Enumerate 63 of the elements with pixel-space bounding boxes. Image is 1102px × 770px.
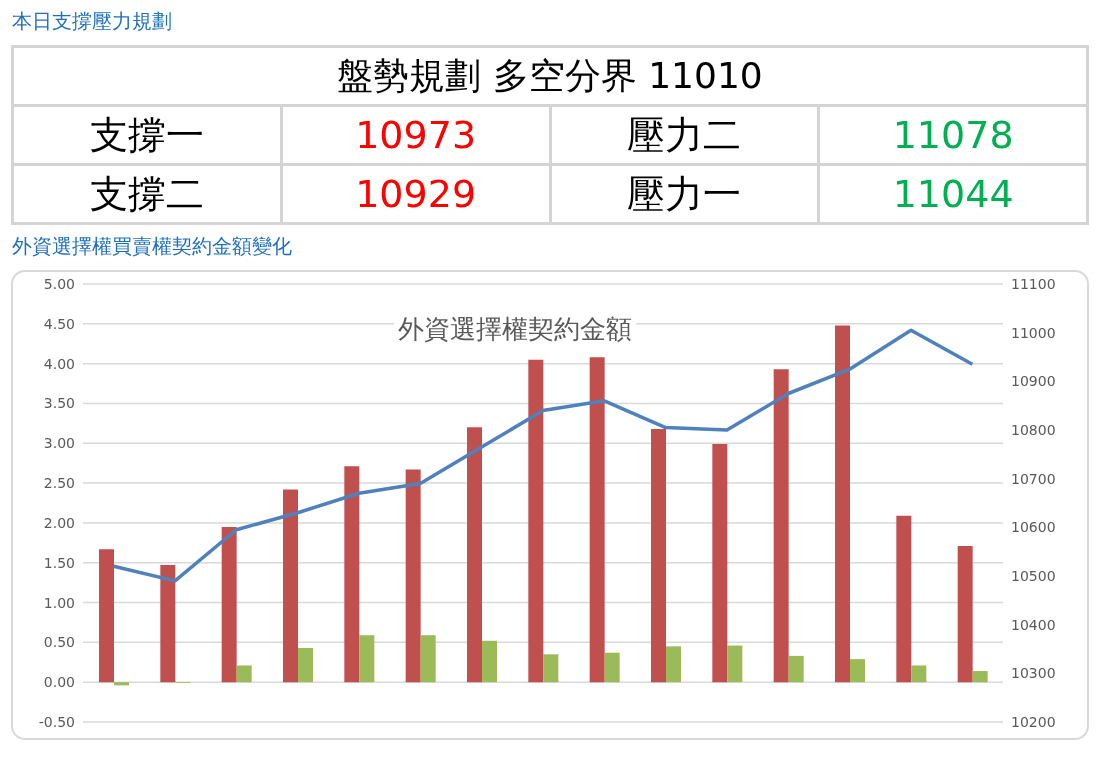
bar: [99, 549, 114, 683]
bar: [420, 635, 436, 683]
category-label: 壓力二: [627, 112, 742, 157]
data-label: 10973: [281, 105, 550, 165]
y-tick-label: 1.00: [43, 594, 75, 611]
bar: [114, 682, 129, 686]
y2-tick-label: 10600: [1011, 519, 1056, 536]
y-tick-label: 5.00: [43, 275, 75, 292]
y2-tick-label: 11000: [1011, 324, 1056, 341]
bar: [528, 359, 544, 683]
bar: [957, 546, 973, 683]
bar: [405, 469, 421, 683]
y-tick-label: 2.50: [43, 475, 75, 492]
category-label: 壓力一: [627, 171, 742, 216]
text: 盤勢規劃 多空分界 11010: [337, 54, 763, 96]
y2-tick-label: 10200: [1011, 713, 1056, 730]
bar: [972, 671, 988, 683]
y-tick-label: 0.50: [43, 634, 75, 651]
bar: [467, 427, 482, 683]
bar: [283, 489, 298, 683]
chart-title: 外資選擇權買賣權契約金額變化: [12, 234, 292, 258]
bar: [543, 654, 559, 683]
bar: [835, 325, 850, 683]
bar: [604, 652, 620, 683]
bar: [359, 635, 375, 683]
bar: [298, 647, 313, 683]
bar: [651, 428, 666, 683]
bar: [911, 665, 927, 683]
text: 本日支撐壓力規劃: [12, 9, 172, 33]
y-tick-label: 3.50: [43, 395, 75, 412]
y-tick-label: 3.00: [43, 435, 75, 452]
bar: [850, 659, 865, 683]
y2-tick-label: 10300: [1011, 665, 1056, 682]
bar: [221, 526, 237, 683]
bar: [712, 444, 728, 683]
bar: [236, 665, 252, 683]
bar: [896, 515, 912, 683]
bar: [482, 640, 497, 683]
category-label: 支撐二: [89, 171, 204, 216]
data-label: 11044: [818, 164, 1088, 224]
bar: [727, 645, 743, 683]
y2-tick-label: 10700: [1011, 470, 1056, 487]
y-tick-label: 2.00: [43, 514, 75, 531]
text: 外資選擇權契約金額: [398, 314, 632, 344]
data-label: 11078: [818, 105, 1088, 165]
y-tick-label: 1.50: [43, 554, 75, 571]
y2-tick-label: 10900: [1011, 373, 1056, 390]
y2-tick-label: 10500: [1011, 567, 1056, 584]
bar: [773, 369, 789, 683]
bar: [344, 466, 360, 683]
bar: [788, 655, 804, 683]
category-label: 支撐一: [89, 112, 204, 157]
y-tick-label: 4.00: [43, 355, 75, 372]
y-tick-label: 0.00: [43, 674, 75, 691]
data-label: 10929: [281, 164, 550, 224]
y2-tick-label: 10800: [1011, 421, 1056, 438]
bar: [160, 565, 176, 683]
y2-tick-label: 11100: [1011, 275, 1056, 292]
bar: [666, 646, 681, 683]
y2-tick-label: 10400: [1011, 616, 1056, 633]
y-tick-label: -0.50: [38, 713, 75, 730]
y-tick-label: 4.50: [43, 315, 75, 332]
bar: [589, 357, 605, 683]
